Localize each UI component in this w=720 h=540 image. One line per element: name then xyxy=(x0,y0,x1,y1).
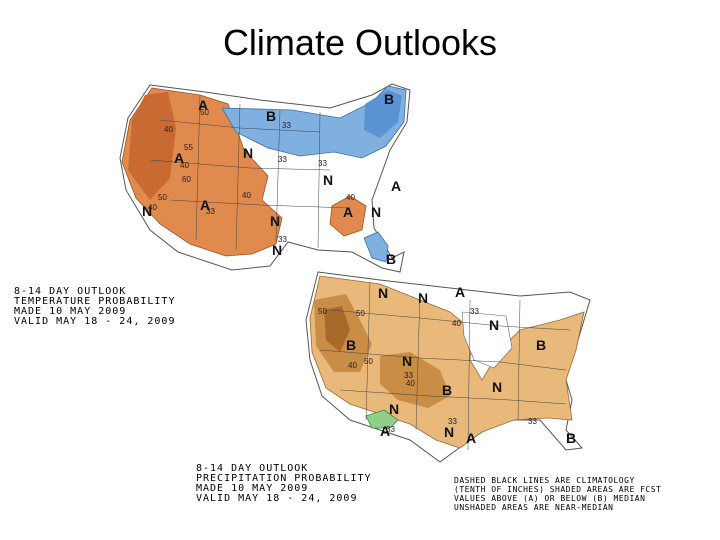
precip-caption-line: PRECIPITATION PROBABILITY xyxy=(196,473,372,484)
temp-letter: N xyxy=(272,242,282,258)
temp-contour-label: 33 xyxy=(282,121,291,130)
precip-letter: A xyxy=(455,284,465,300)
precip-letter: B xyxy=(346,337,356,353)
precip-letter: B xyxy=(566,430,576,446)
precip-legend-line: (TENTH OF INCHES) SHADED AREAS ARE FCST xyxy=(454,485,661,494)
temp-above-west-core xyxy=(128,92,176,200)
temp-state-lines xyxy=(149,94,351,251)
temp-contour-label: 33 xyxy=(318,159,327,168)
temp-letter: N xyxy=(270,213,280,229)
temperature-caption: 8-14 DAY OUTLOOK TEMPERATURE PROBABILITY… xyxy=(14,286,175,327)
precip-legend-line: VALUES ABOVE (A) OR BELOW (B) MEDIAN xyxy=(454,494,645,503)
precip-letter: N xyxy=(402,353,412,369)
precip-caption-line: MADE 10 MAY 2009 xyxy=(196,483,308,494)
precipitation-legend-note: DASHED BLACK LINES ARE CLIMATOLOGY (TENT… xyxy=(454,476,661,512)
temp-caption-line: 8-14 DAY OUTLOOK xyxy=(14,286,126,297)
temp-letter: B xyxy=(386,251,396,267)
temp-letter: N xyxy=(323,172,333,188)
precip-contour-label: 33 xyxy=(404,371,413,380)
temp-below-florida xyxy=(363,231,389,263)
precip-letter: N xyxy=(492,379,502,395)
precip-above-texas xyxy=(365,409,399,429)
temp-caption-line: MADE 10 MAY 2009 xyxy=(14,306,126,317)
precip-letter: N xyxy=(389,401,399,417)
precip-letter: N xyxy=(444,424,454,440)
precip-contour-label: 40 xyxy=(348,361,357,370)
precip-contour-label: 50 xyxy=(356,309,365,318)
temp-contour-label: 33 xyxy=(206,207,215,216)
precip-caption-line: VALID MAY 18 - 24, 2009 xyxy=(196,493,357,504)
precip-caption-line: 8-14 DAY OUTLOOK xyxy=(196,463,308,474)
temp-below-north-core xyxy=(364,90,402,138)
temp-letter: A xyxy=(198,97,208,113)
temp-contour-label: 40 xyxy=(346,193,355,202)
precip-contour-label: 33 xyxy=(386,425,395,434)
temp-contour-label: 50 xyxy=(158,193,167,202)
temp-contour-label: 55 xyxy=(184,143,193,152)
temp-above-south xyxy=(329,195,367,237)
precip-letter: N xyxy=(378,285,388,301)
precip-letter: A xyxy=(466,430,476,446)
temp-contour-label: 50 xyxy=(200,108,209,117)
precip-legend-line: DASHED BLACK LINES ARE CLIMATOLOGY xyxy=(454,476,635,485)
temp-letter: N xyxy=(243,145,253,161)
temp-letter: B xyxy=(384,91,394,107)
temp-contour-label: 33 xyxy=(278,235,287,244)
temp-contour-label: 33 xyxy=(278,155,287,164)
precip-contour-label: 50 xyxy=(364,357,373,366)
temp-letter: A xyxy=(391,178,401,194)
precipitation-caption: 8-14 DAY OUTLOOK PRECIPITATION PROBABILI… xyxy=(196,463,372,504)
temp-caption-line: VALID MAY 18 - 24, 2009 xyxy=(14,316,175,327)
precip-contour-label: 40 xyxy=(452,319,461,328)
temp-contour-label: 40 xyxy=(180,161,189,170)
temp-letter: A xyxy=(200,197,210,213)
precip-legend-line: UNSHADED AREAS ARE NEAR-MEDIAN xyxy=(454,503,614,512)
temp-contour-label: 40 xyxy=(148,203,157,212)
precip-letter: N xyxy=(418,290,428,306)
temp-contour-label: 40 xyxy=(164,125,173,134)
precip-state-lines xyxy=(319,281,571,451)
temperature-outlook-map: A B B N A A N N N A A N N B 40 50 33 55 … xyxy=(119,83,411,273)
temp-letter: A xyxy=(343,204,353,220)
precip-contour-label: 40 xyxy=(406,379,415,388)
temp-letter: A xyxy=(174,150,184,166)
precip-contour-label: 33 xyxy=(448,417,457,426)
precip-letter: A xyxy=(380,423,390,439)
precip-contour-label: 33 xyxy=(528,417,537,426)
slide-title: Climate Outlooks xyxy=(222,22,498,63)
precipitation-outlook-map: N N A N B N B N B N A N A B 50 40 50 33 … xyxy=(305,271,591,463)
temp-contour-label: 60 xyxy=(182,175,191,184)
temp-below-north xyxy=(221,85,407,159)
temp-caption-line: TEMPERATURE PROBABILITY xyxy=(14,296,175,307)
precip-letter: B xyxy=(536,337,546,353)
precip-letter: B xyxy=(442,382,452,398)
precip-contour-label: 33 xyxy=(470,307,479,316)
temp-letter: B xyxy=(266,108,276,124)
precip-letter: N xyxy=(489,317,499,333)
precip-contour-label: 50 xyxy=(318,307,327,316)
temp-contour-label: 40 xyxy=(242,191,251,200)
temp-letter: N xyxy=(142,203,152,219)
temp-letter: N xyxy=(371,204,381,220)
precip-below-darker xyxy=(324,306,350,352)
